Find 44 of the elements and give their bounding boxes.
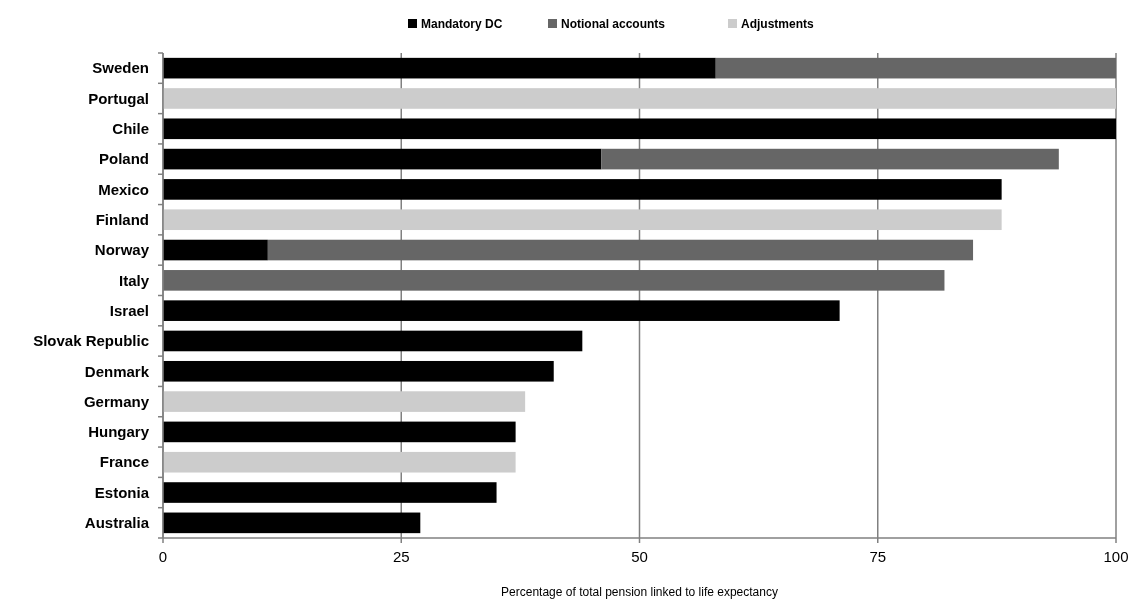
y-tick-label: Sweden — [92, 59, 149, 77]
x-tick-label: 75 — [869, 548, 887, 565]
y-tick-label: Denmark — [84, 362, 150, 380]
y-tick-label: Portugal — [88, 89, 149, 107]
y-tick-label: Australia — [84, 514, 150, 532]
bar — [601, 148, 1059, 170]
y-tick-label: Chile — [112, 120, 149, 138]
bar — [163, 209, 1002, 231]
x-tick-label: 50 — [631, 548, 648, 565]
x-tick-label: 100 — [1103, 548, 1129, 565]
y-tick-label: Poland — [98, 150, 149, 168]
y-tick-label: Hungary — [88, 423, 150, 441]
bar — [163, 421, 516, 443]
bar — [163, 391, 526, 412]
bar — [163, 512, 421, 534]
y-tick-label: France — [99, 453, 149, 471]
bar — [163, 179, 1002, 200]
x-axis-title: Percentage of total pension linked to life expectancy — [501, 585, 778, 599]
legend-label: Notional accounts — [561, 17, 666, 31]
bar — [163, 360, 554, 382]
y-tick-label: Germany — [83, 392, 150, 410]
y-tick-label: Slovak Republic — [33, 332, 149, 350]
legend-label: Adjustments — [741, 17, 814, 31]
y-tick-label: Israel — [109, 301, 149, 319]
bar — [163, 239, 268, 261]
y-tick-label: Finland — [95, 210, 149, 228]
bar — [267, 239, 974, 261]
bar — [163, 300, 840, 321]
bar — [163, 482, 497, 503]
bar — [163, 148, 602, 170]
y-tick-label: Italy — [118, 271, 150, 289]
x-tick-label: 0 — [158, 548, 168, 565]
bar — [163, 88, 1116, 109]
bar — [163, 330, 583, 352]
bar — [163, 118, 1116, 140]
legend-label: Mandatory DC — [421, 17, 503, 31]
bar — [163, 270, 945, 291]
x-tick-label: 25 — [392, 548, 410, 565]
bar — [163, 57, 716, 79]
y-tick-label: Norway — [94, 241, 150, 259]
bar — [163, 451, 516, 473]
y-tick-label: Mexico — [98, 180, 149, 198]
y-tick-label: Estonia — [94, 483, 150, 501]
bar — [715, 57, 1116, 79]
